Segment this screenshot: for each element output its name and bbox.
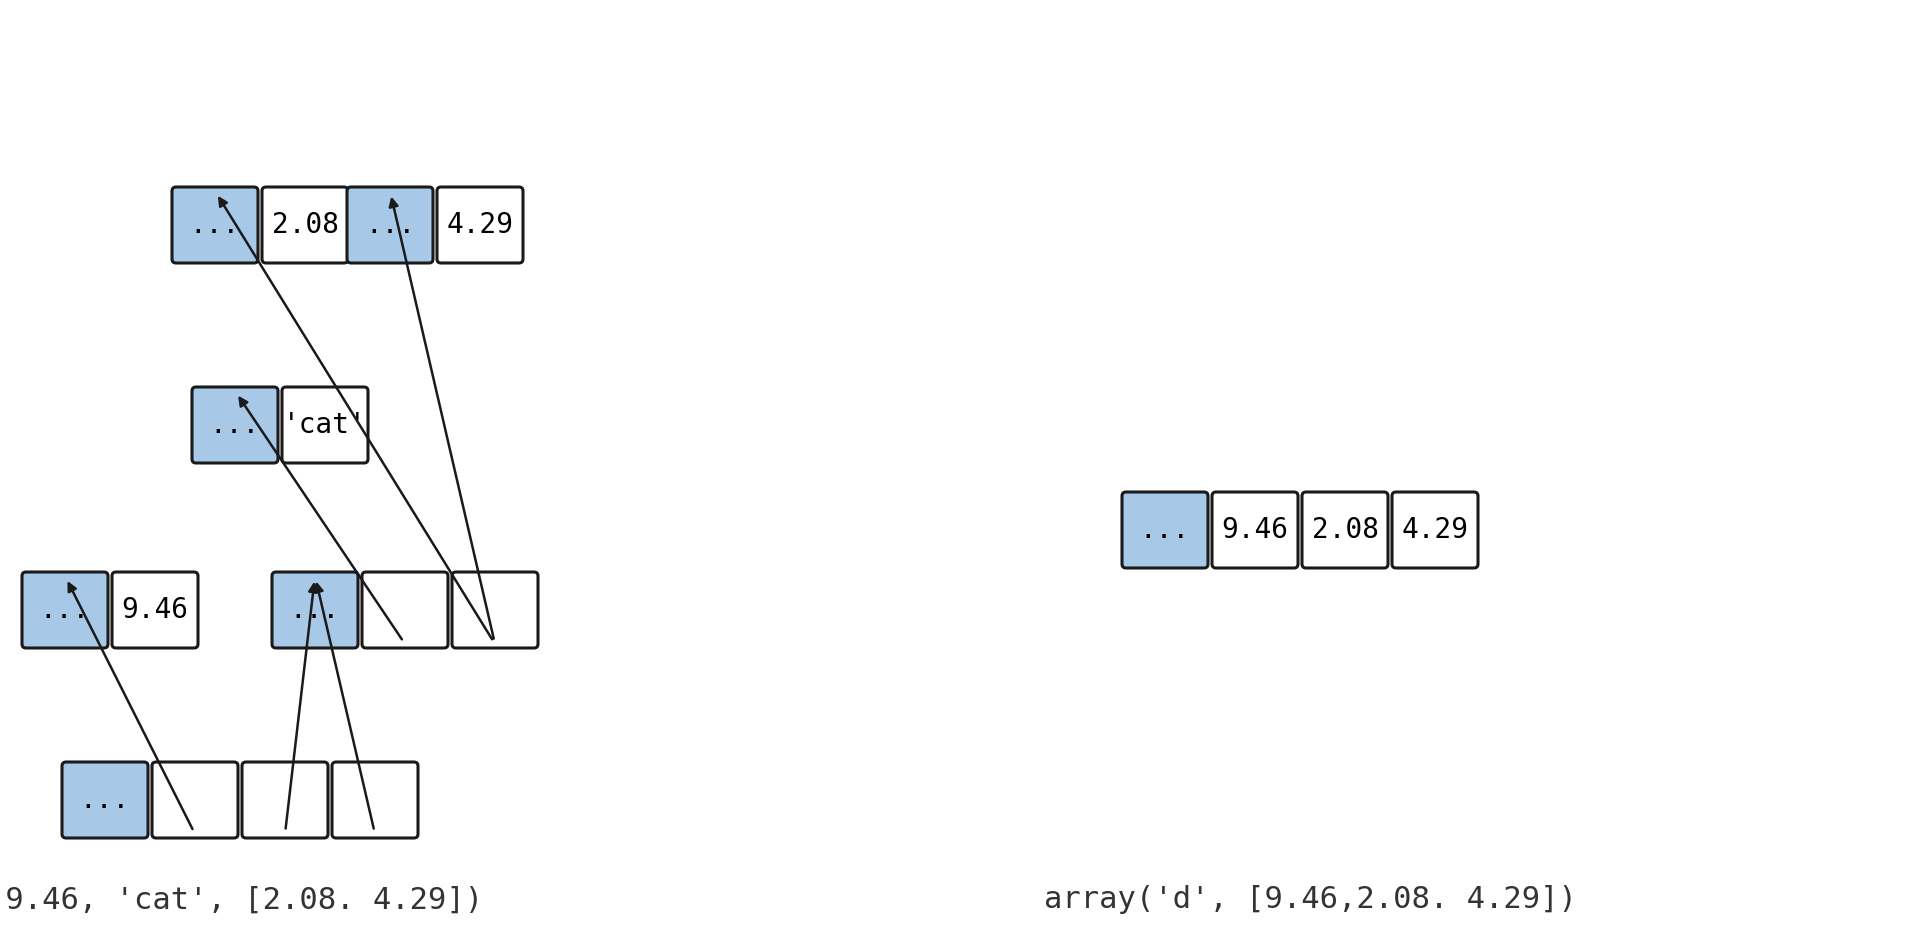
FancyBboxPatch shape <box>273 572 357 648</box>
Text: array('d', [9.46,2.08. 4.29]): array('d', [9.46,2.08. 4.29]) <box>1044 885 1576 914</box>
FancyBboxPatch shape <box>173 187 257 263</box>
Text: 4.29: 4.29 <box>1402 516 1469 544</box>
Text: ...: ... <box>290 596 340 624</box>
Text: 9.46: 9.46 <box>121 596 188 624</box>
FancyBboxPatch shape <box>438 187 522 263</box>
FancyBboxPatch shape <box>242 762 328 838</box>
Text: ...: ... <box>190 211 240 239</box>
FancyBboxPatch shape <box>282 387 369 463</box>
Text: ...: ... <box>81 786 131 814</box>
FancyBboxPatch shape <box>61 762 148 838</box>
FancyBboxPatch shape <box>332 762 419 838</box>
Text: (9.46, 'cat', [2.08. 4.29]): (9.46, 'cat', [2.08. 4.29]) <box>0 885 484 914</box>
FancyBboxPatch shape <box>21 572 108 648</box>
Text: 2.08: 2.08 <box>1311 516 1379 544</box>
FancyBboxPatch shape <box>451 572 538 648</box>
FancyBboxPatch shape <box>1302 492 1388 568</box>
FancyBboxPatch shape <box>1392 492 1478 568</box>
Text: 9.46: 9.46 <box>1221 516 1288 544</box>
FancyBboxPatch shape <box>1212 492 1298 568</box>
Text: ...: ... <box>1140 516 1190 544</box>
FancyBboxPatch shape <box>152 762 238 838</box>
FancyBboxPatch shape <box>348 187 434 263</box>
Text: ...: ... <box>209 411 259 439</box>
FancyBboxPatch shape <box>363 572 447 648</box>
Text: ...: ... <box>365 211 415 239</box>
Text: 2.08: 2.08 <box>271 211 338 239</box>
FancyBboxPatch shape <box>111 572 198 648</box>
FancyBboxPatch shape <box>1121 492 1208 568</box>
FancyBboxPatch shape <box>192 387 278 463</box>
FancyBboxPatch shape <box>261 187 348 263</box>
Text: ...: ... <box>40 596 90 624</box>
Text: 4.29: 4.29 <box>447 211 513 239</box>
Text: 'cat': 'cat' <box>282 411 367 439</box>
